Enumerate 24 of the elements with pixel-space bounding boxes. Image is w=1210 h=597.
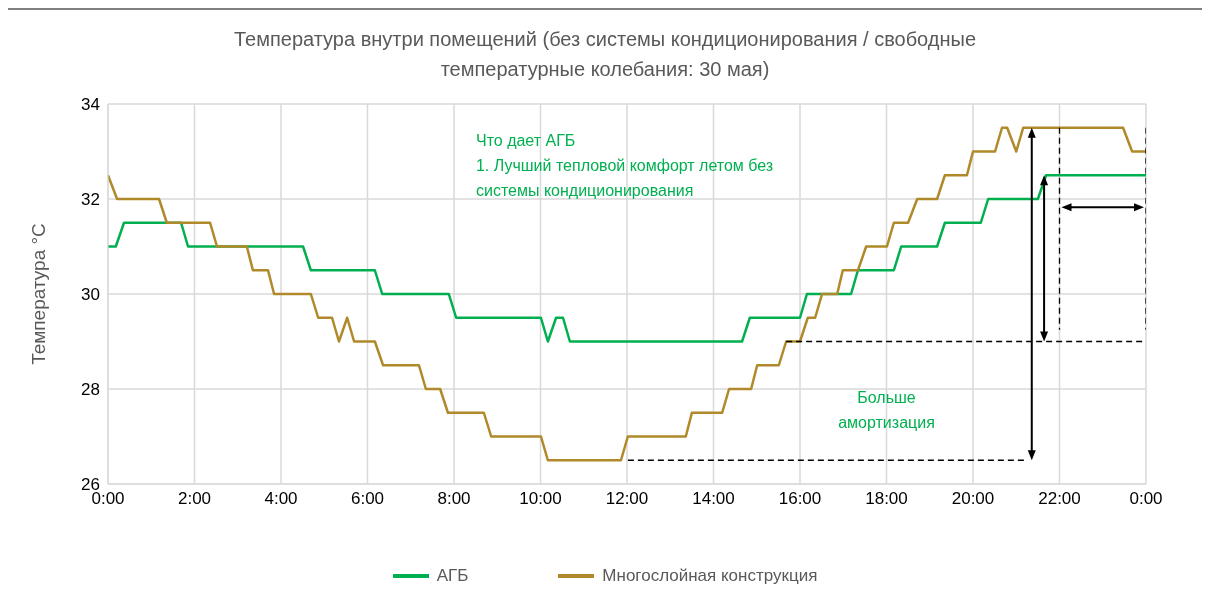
x-tick-label: 22:00	[1038, 489, 1081, 509]
x-tick-label: 12:00	[605, 489, 649, 509]
x-tick-label: 18:00	[865, 489, 908, 509]
line-series	[108, 174, 1146, 343]
line-series	[108, 126, 1146, 462]
x-tick-label: 6:00	[350, 489, 385, 509]
x-tick-label: 14:00	[692, 489, 735, 509]
annotation: Что дает АГБ 1. Лучший тепловой комфорт летом без системы кондиционирования	[475, 131, 774, 201]
x-tick-label: 8:00	[437, 489, 471, 509]
x-tick-label: 4:00	[264, 489, 298, 509]
x-tick-label: 2:00	[177, 489, 212, 509]
x-tick-label: 16:00	[778, 489, 822, 509]
y-tick-label: 34	[81, 95, 100, 115]
y-axis-title: Температура °C	[27, 223, 49, 365]
legend-label: АГБ	[436, 566, 469, 586]
x-tick-label: 10:00	[519, 489, 562, 509]
annotation: Больше амортизация	[837, 388, 936, 434]
y-tick-label: 28	[81, 380, 100, 400]
y-tick-label: 32	[81, 190, 100, 210]
x-tick-label: 20:00	[951, 489, 995, 509]
y-tick-label: 30	[81, 285, 100, 305]
x-tick-label: 0:00	[1129, 489, 1163, 509]
legend-label: Многослойная конструкция	[602, 566, 818, 586]
chart-title: Температура внутри помещений (без системы кондиционирования / свободные температурные колебания: 30 мая)	[233, 27, 977, 82]
